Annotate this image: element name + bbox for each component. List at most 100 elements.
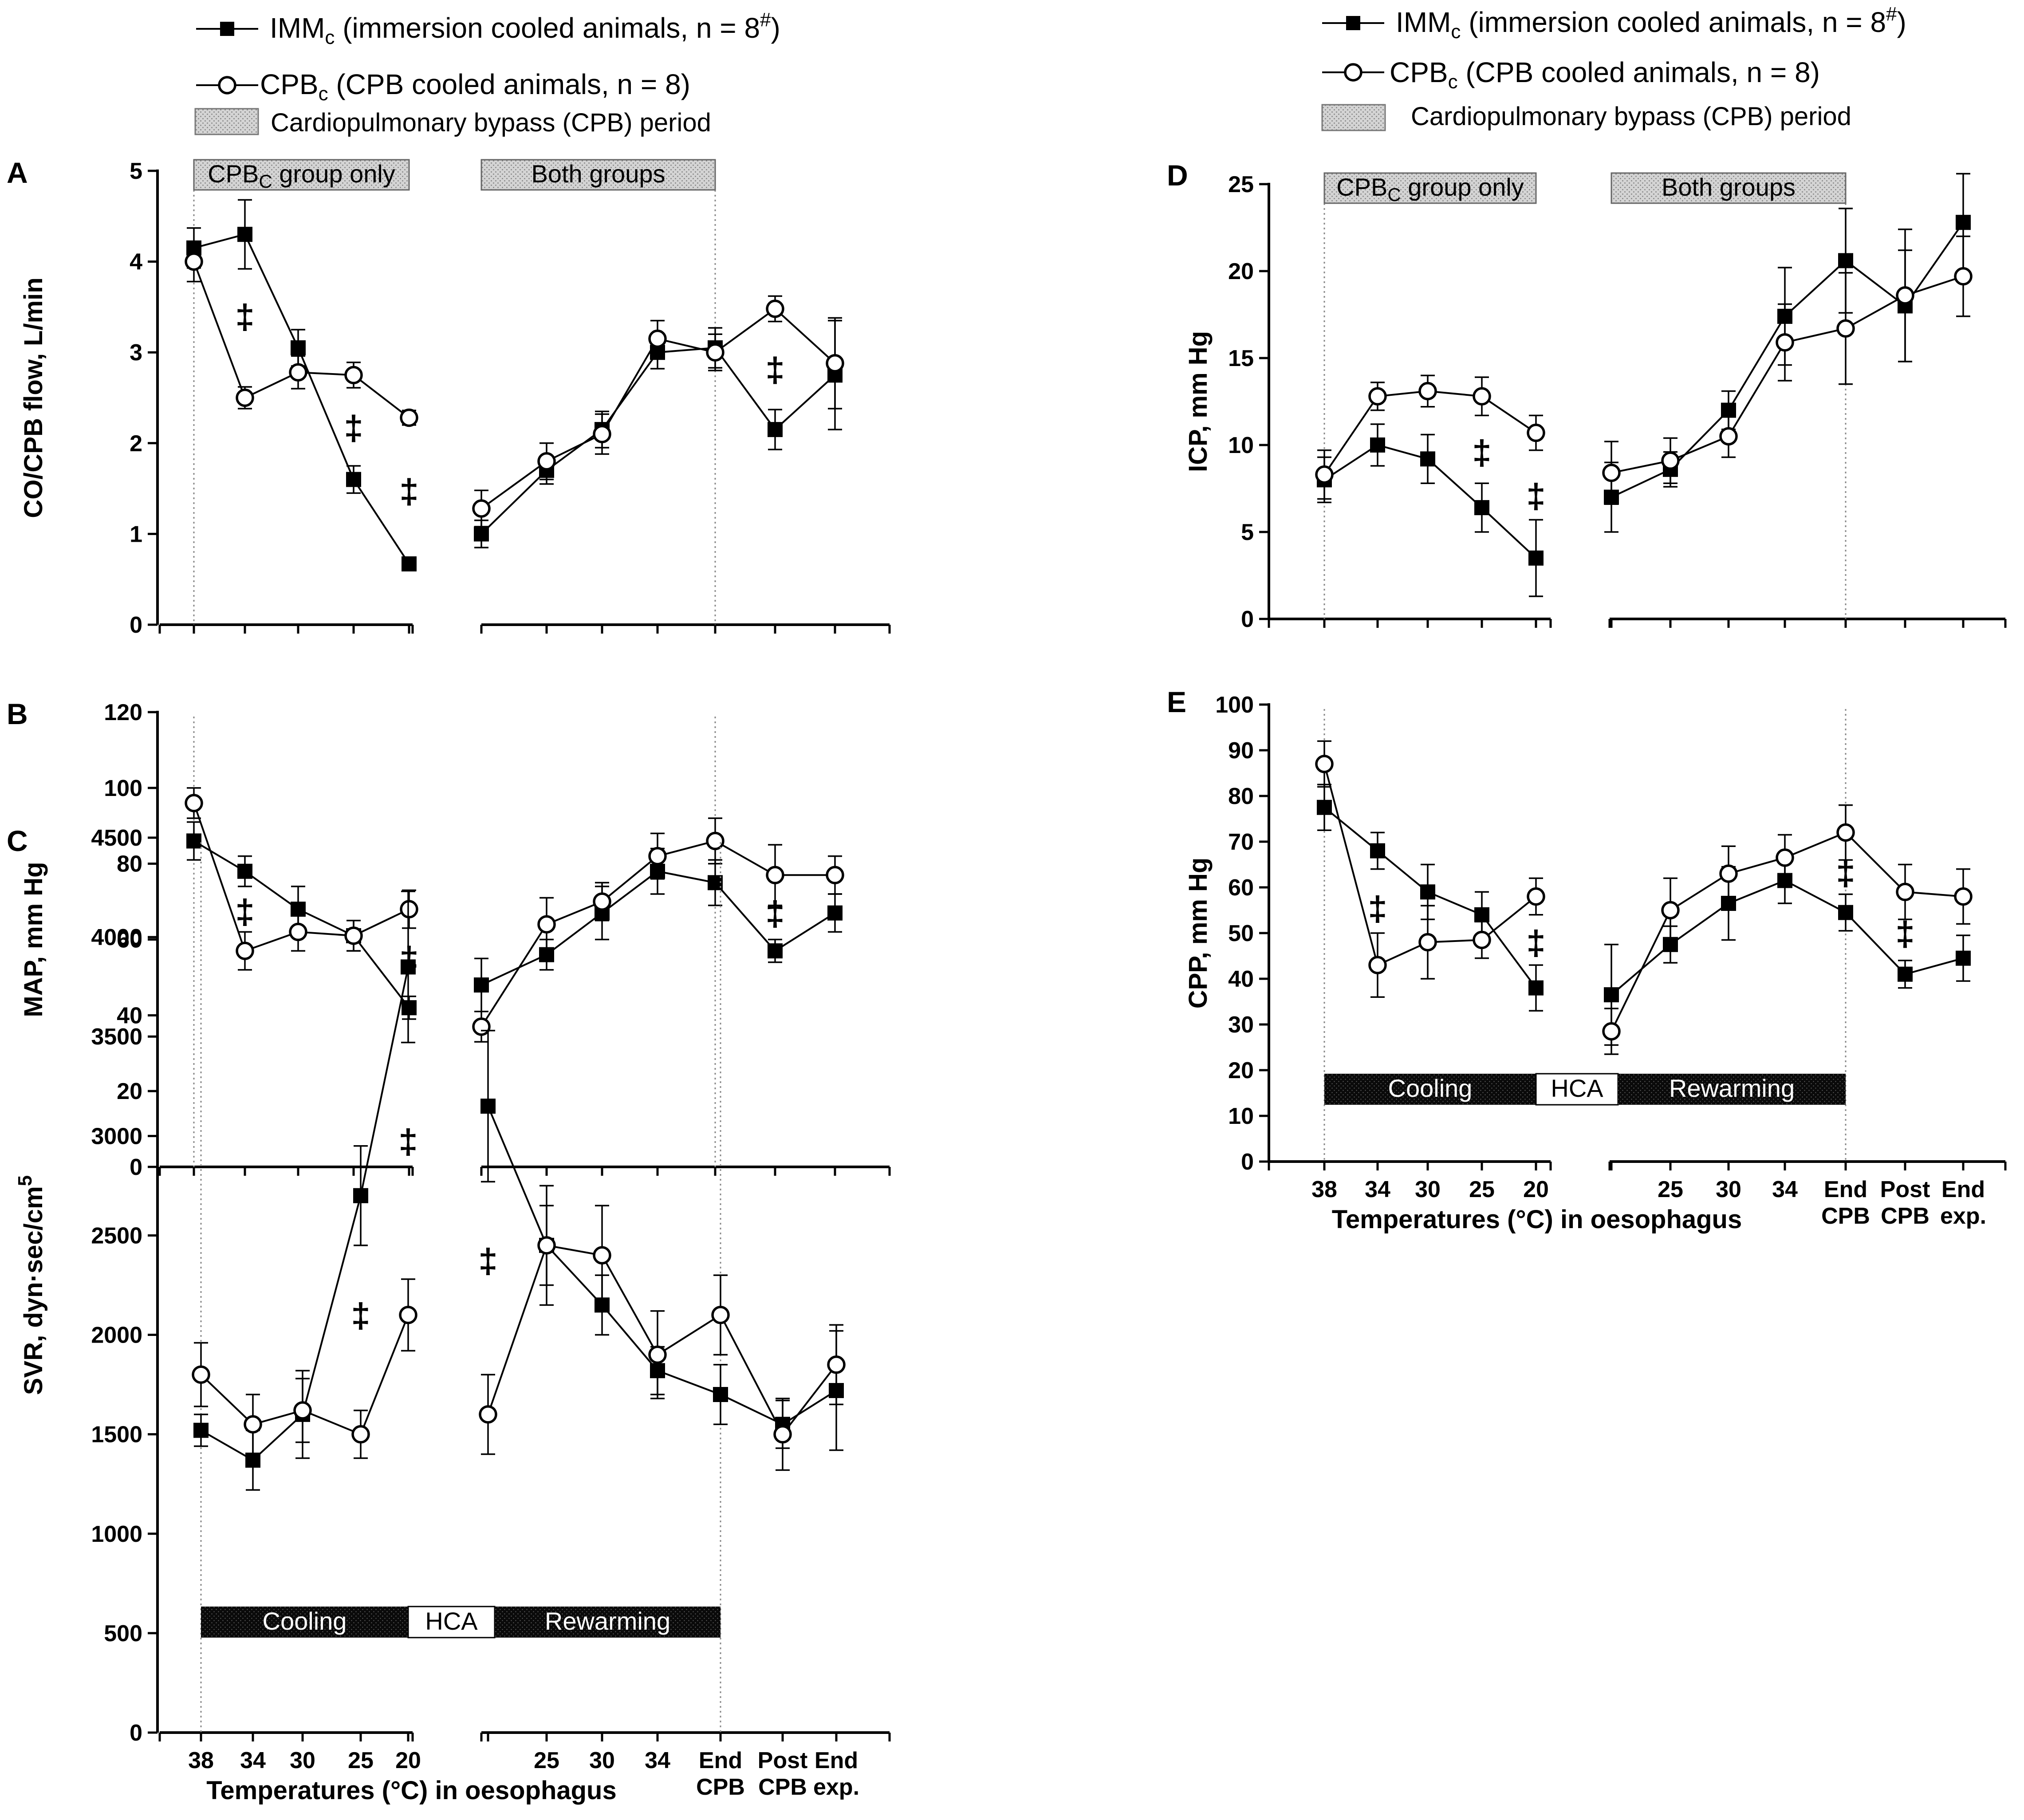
y-tick-label: 80 <box>117 851 142 877</box>
x-tick-label: 30 <box>1716 1177 1741 1202</box>
significance-marker: ‡ <box>351 1296 370 1335</box>
data-point-circle <box>711 1305 730 1324</box>
legend-period-swatch <box>194 108 259 135</box>
data-point-circle <box>1315 755 1334 773</box>
series-CPBc <box>185 240 844 528</box>
data-point-circle <box>1527 423 1545 442</box>
x-axis-title: Temperatures (°C) in oesophagus <box>1332 1205 1742 1234</box>
data-point-square <box>245 1452 260 1468</box>
data-point-circle <box>293 1401 312 1420</box>
data-point-circle <box>1418 933 1437 952</box>
data-point-circle <box>1719 864 1738 883</box>
y-tick-label: 20 <box>1228 1058 1254 1083</box>
x-tick-label: 30 <box>589 1748 615 1773</box>
data-point-circle <box>773 1425 792 1444</box>
x-tick-label: End <box>815 1748 858 1773</box>
data-point-circle <box>185 252 203 271</box>
data-point-circle <box>1527 887 1545 906</box>
data-point-square <box>768 422 783 437</box>
data-point-circle <box>706 831 725 851</box>
panel-d: D 0 5 10 15 20 25 ICP, mm Hg CPBC group only Both… <box>1167 159 2007 632</box>
legend-cpb-text: CPBc (CPB cooled animals, n = 8) <box>260 68 690 105</box>
y-tick-label: 40 <box>117 1003 142 1028</box>
band-rewarming <box>495 1606 721 1638</box>
legend-period-text: Cardiopulmonary bypass (CPB) period <box>271 108 711 137</box>
data-point-square <box>1838 905 1853 920</box>
data-point-circle <box>1954 887 1973 906</box>
significance-marker: ‡ <box>1836 854 1855 893</box>
x-tick-label: 20 <box>1523 1177 1549 1202</box>
panel-c: C 0 500 1000 1500 2000 2500 3000 3500 4000 4500 SVR… <box>7 824 891 1805</box>
band-rewarming-label: Rewarming <box>545 1607 670 1635</box>
series-CPBc <box>185 787 844 1043</box>
x-tick-label: 25 <box>1469 1177 1495 1202</box>
data-point-square <box>193 1422 209 1438</box>
data-point-circle <box>766 299 784 318</box>
data-point-circle <box>192 1365 210 1384</box>
panel-letter: A <box>7 156 28 189</box>
significance-marker: ‡ <box>399 472 418 511</box>
y-tick-label: 100 <box>1215 692 1254 718</box>
significance-marker: ‡ <box>1526 923 1545 962</box>
y-tick-label: 15 <box>1228 346 1254 371</box>
data-point-square <box>1956 950 1971 966</box>
data-point-circle <box>1836 319 1855 338</box>
y-tick-label: 100 <box>104 776 142 801</box>
y-tick-label: 10 <box>1228 433 1254 458</box>
data-point-circle <box>1776 333 1794 352</box>
band-hca <box>407 1606 496 1639</box>
band-cpb-only <box>1323 172 1537 204</box>
legend-imm-marker <box>1346 16 1360 30</box>
data-point-circle <box>1473 387 1491 406</box>
significance-marker: ‡ <box>1472 433 1491 472</box>
data-point-square <box>1528 980 1544 996</box>
legend-left-period: Cardiopulmonary bypass (CPB) period <box>194 108 711 137</box>
x-tick-label: 30 <box>1415 1177 1441 1202</box>
series-line <box>487 1244 837 1436</box>
x-tick-label: CPB <box>758 1774 807 1800</box>
data-point-circle <box>648 329 667 348</box>
y-axis-title: ICP, mm Hg <box>1184 331 1213 472</box>
legend-left-imm: IMMc (immersion cooled animals, n = 8#) <box>196 9 780 48</box>
data-point-circle <box>648 847 667 866</box>
band-cpb-only-label: CPBC group only <box>1336 173 1524 205</box>
x-tick-label: End <box>699 1748 742 1773</box>
series-line <box>201 966 409 1462</box>
data-point-circle <box>1896 882 1914 902</box>
data-point-square <box>1474 500 1489 516</box>
data-point-square <box>768 943 783 959</box>
data-point-square <box>1317 800 1332 815</box>
y-tick-label: 500 <box>104 1621 142 1647</box>
panel-letter: C <box>7 824 28 857</box>
legend-right-imm: IMMc (immersion cooled animals, n = 8#) <box>1322 3 1906 43</box>
y-axis-title: MAP, mm Hg <box>19 862 48 1017</box>
legend-period-text: Cardiopulmonary bypass (CPB) period <box>1411 102 1851 131</box>
band-hca-label: HCA <box>1551 1074 1603 1102</box>
y-tick-label: 50 <box>1228 921 1254 946</box>
y-tick-label: 3 <box>130 340 142 366</box>
x-tick-label: 38 <box>188 1748 214 1773</box>
legend-right-period: Cardiopulmonary bypass (CPB) period <box>1321 102 1851 131</box>
y-tick-label: 30 <box>1228 1012 1254 1038</box>
data-point-square <box>827 905 843 921</box>
data-point-circle <box>593 1246 611 1265</box>
data-point-square <box>1898 966 1913 982</box>
data-point-circle <box>537 915 556 934</box>
data-point-square <box>1420 451 1435 467</box>
legend-right: IMMc (immersion cooled animals, n = 8#) … <box>1321 3 1906 131</box>
y-tick-label: 2 <box>130 431 142 457</box>
x-tick-label: CPB <box>1821 1203 1870 1229</box>
data-point-square <box>1528 550 1544 566</box>
data-point-square <box>474 526 489 542</box>
data-point-circle <box>1368 956 1387 974</box>
legend-imm-text: IMMc (immersion cooled animals, n = 8#) <box>1396 3 1906 43</box>
x-tick-label: 20 <box>395 1748 421 1773</box>
data-point-circle <box>1896 286 1914 305</box>
data-point-circle <box>1315 465 1334 484</box>
y-tick-label: 5 <box>130 158 142 184</box>
x-axis-title: Temperatures (°C) in oesophagus <box>206 1776 617 1805</box>
panel-e: E 0 10 20 30 40 50 60 70 80 90 100 CPP, mm Hg Cooling… <box>1167 685 2007 1234</box>
y-tick-label: 3500 <box>91 1024 142 1050</box>
series-IMMc <box>1317 173 1971 597</box>
